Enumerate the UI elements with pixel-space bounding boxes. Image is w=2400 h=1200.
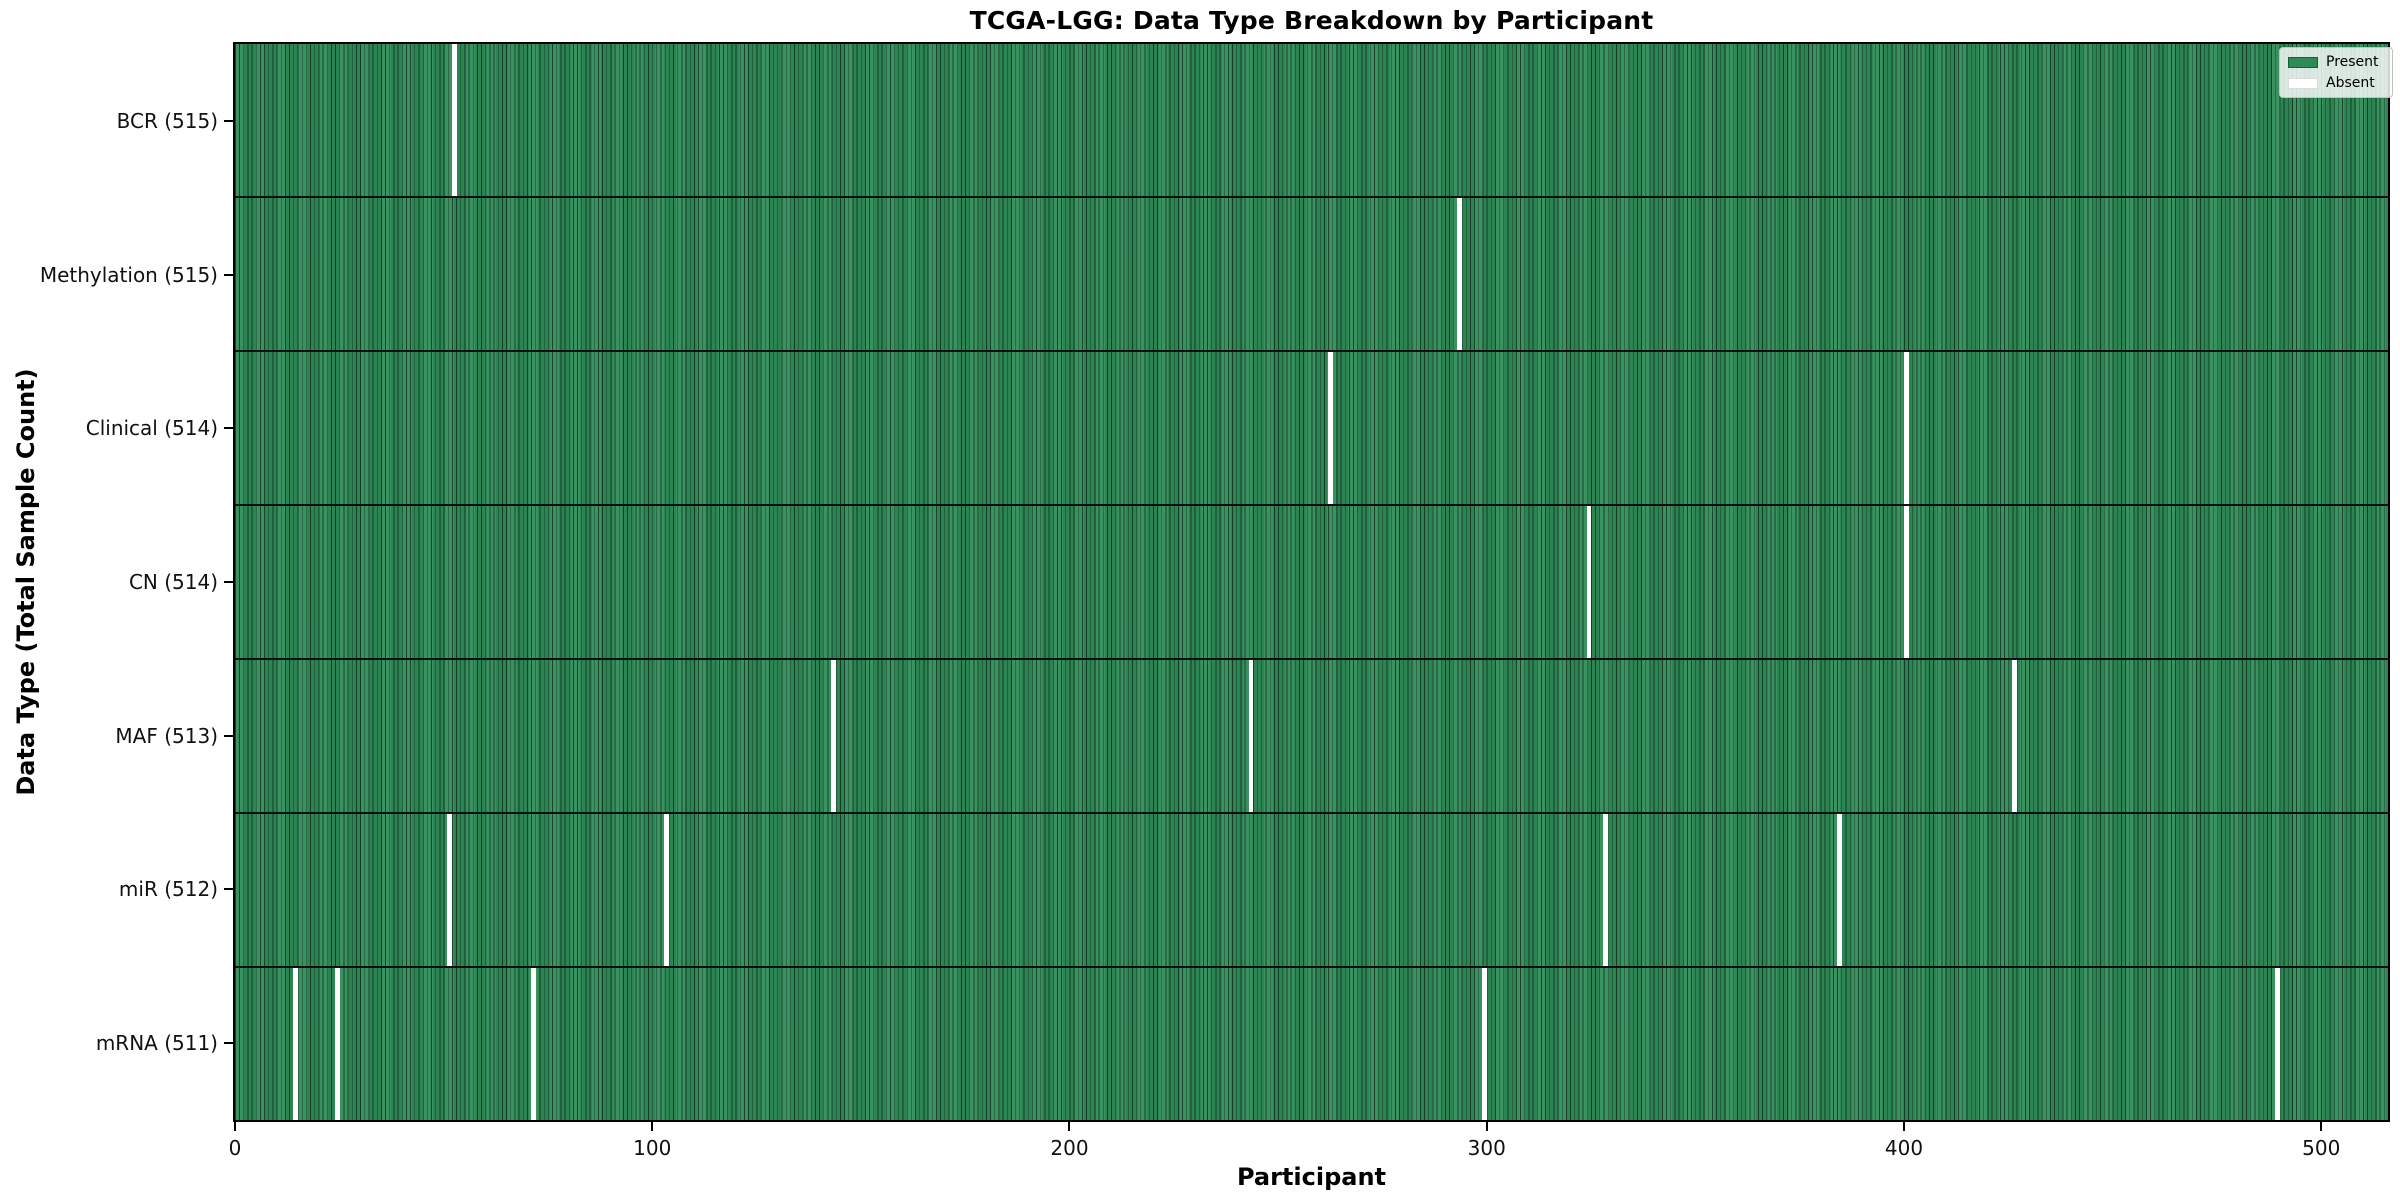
absent-gap: [447, 814, 453, 966]
y-tick-mark: [224, 888, 233, 891]
y-tick-label: MAF (513): [115, 723, 218, 748]
x-tick-label: 400: [1884, 1136, 1924, 1160]
absent-gap: [1836, 814, 1842, 966]
y-tick-label: CN (514): [128, 570, 218, 594]
datatype-row-miR: [235, 812, 2388, 966]
y-tick-mark: [224, 119, 233, 122]
absent-gap: [530, 968, 536, 1120]
absent-gap: [2275, 968, 2280, 1120]
x-tick-mark: [1902, 1122, 1905, 1131]
y-tick-mark: [224, 581, 233, 583]
x-tick-label: 200: [1050, 1136, 1089, 1160]
absent-gap: [1586, 506, 1592, 658]
absent-gap: [334, 968, 340, 1120]
x-tick-label: 300: [1467, 1136, 1506, 1160]
x-tick-label: 0: [228, 1136, 242, 1160]
x-tick-mark: [234, 1122, 236, 1131]
x-tick-mark: [1485, 1122, 1488, 1131]
legend-item-absent: Absent: [2288, 75, 2384, 91]
legend-label: Present: [2326, 54, 2379, 70]
y-tick-label: Methylation (515): [39, 262, 218, 287]
absent-gap: [831, 660, 837, 812]
legend-swatch-present: [2288, 56, 2318, 68]
datatype-row-CN: [235, 504, 2388, 658]
absent-gap: [1457, 198, 1463, 350]
absent-gap: [1327, 352, 1333, 504]
x-tick-mark: [2320, 1122, 2323, 1131]
y-tick-label: BCR (515): [116, 108, 218, 133]
absent-gap: [1248, 660, 1254, 812]
y-tick-mark: [224, 427, 233, 430]
x-tick-mark: [1068, 1122, 1071, 1131]
absent-gap: [2012, 660, 2018, 812]
absent-gap: [1903, 506, 1909, 658]
legend-swatch-absent: [2288, 77, 2318, 89]
absent-gap: [664, 814, 670, 966]
absent-gap: [451, 44, 457, 196]
datatype-row-Clinical: [235, 350, 2388, 504]
datatype-row-MAF: [235, 658, 2388, 812]
absent-gap: [1903, 352, 1909, 504]
y-tick-mark: [224, 1042, 233, 1045]
legend: Present Absent: [2279, 47, 2393, 98]
y-tick-label: mRNA (511): [95, 1031, 218, 1056]
y-tick-mark: [224, 734, 233, 737]
x-axis-label: Participant: [1236, 1163, 1387, 1191]
datatype-row-mRNA: [235, 966, 2388, 1120]
x-tick-label: 500: [2302, 1136, 2341, 1160]
x-tick-label: 100: [633, 1136, 672, 1160]
datatype-row-BCR: [235, 44, 2388, 196]
absent-gap: [293, 968, 298, 1120]
x-tick-mark: [651, 1122, 654, 1131]
datatype-row-Methylation: [235, 196, 2388, 350]
chart-title: TCGA-LGG: Data Type Breakdown by Partici…: [969, 6, 1654, 35]
absent-gap: [1482, 968, 1488, 1120]
legend-label: Absent: [2326, 75, 2375, 91]
legend-item-present: Present: [2288, 54, 2384, 70]
absent-gap: [1603, 814, 1609, 966]
y-tick-label: Clinical (514): [85, 416, 218, 441]
plot-area: [233, 42, 2390, 1122]
y-tick-label: miR (512): [118, 877, 218, 902]
y-tick-mark: [224, 273, 233, 276]
